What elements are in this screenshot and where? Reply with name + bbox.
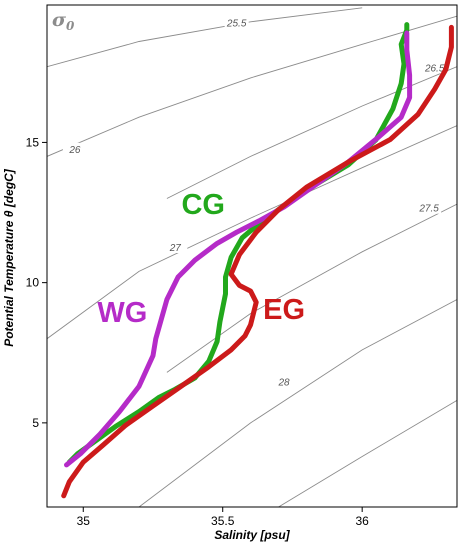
x-tick-label: 35: [77, 514, 91, 528]
density-contour-28: [138, 299, 457, 507]
y-tick-label: 15: [26, 135, 40, 149]
plot-area: 25.5 26 26.5 27 27.5 28 CG WG EG 35 35.5 36 5 10 15: [26, 4, 458, 528]
contour-label: 27: [169, 243, 182, 254]
sigma-subscript: 0: [66, 19, 75, 33]
series-label-wg: WG: [97, 297, 147, 329]
contour-label: 26.5: [424, 64, 445, 75]
contour-label: 28: [278, 378, 291, 389]
contour-label-background: [417, 201, 442, 214]
series-line-cg: [66, 22, 410, 465]
density-contour-27: [47, 125, 457, 340]
density-contour-26: [47, 15, 457, 157]
series-line-eg: [61, 24, 454, 499]
x-axis-title: Salinity [psu]: [214, 528, 290, 542]
series-lines: [61, 22, 454, 499]
x-tick-label: 36: [355, 514, 369, 528]
x-tick-label: 35.5: [211, 514, 235, 528]
y-tick-label: 5: [32, 416, 39, 430]
contour-label-background: [272, 375, 297, 388]
contour-label-background: [163, 240, 188, 253]
contour-label-background: [422, 61, 447, 74]
density-contour-26-5: [166, 66, 457, 199]
series-line-wg: [64, 30, 413, 468]
density-contour-25-5: [47, 7, 363, 68]
contour-label-background: [224, 16, 249, 29]
density-contour-27-5: [166, 203, 457, 373]
plot-frame: [46, 4, 458, 508]
density-contours: [47, 7, 457, 507]
y-tick-label: 10: [26, 276, 40, 290]
contour-label-background: [62, 142, 87, 155]
y-axis-title: Potential Temperature θ [degC]: [2, 168, 16, 347]
contour-label: 27.5: [418, 204, 439, 215]
density-contour-unlabeled-6: [278, 400, 457, 507]
contour-label: 25.5: [226, 19, 247, 30]
series-label-cg: CG: [181, 189, 225, 221]
series-label-eg: EG: [263, 294, 305, 326]
sigma-symbol: σ0: [52, 9, 75, 33]
contour-label: 26: [68, 145, 81, 156]
sigma-symbol-text: σ: [52, 9, 67, 31]
